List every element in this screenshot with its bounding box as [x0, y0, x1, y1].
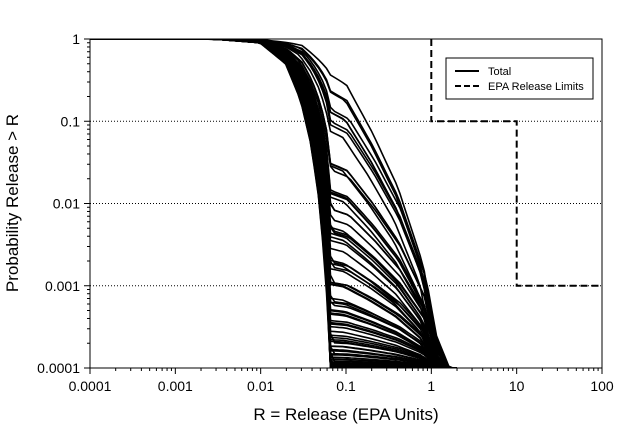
y-tick-label: 0.0001: [37, 360, 80, 376]
x-tick-label: 0.01: [247, 378, 274, 394]
legend-epa-label: EPA Release Limits: [488, 81, 584, 93]
x-tick-label: 0.1: [336, 378, 356, 394]
x-axis-label: R = Release (EPA Units): [253, 405, 438, 424]
x-tick-label: 1: [427, 378, 435, 394]
legend-total-label: Total: [488, 66, 511, 78]
y-axis-ticks: 1 0.1 0.01 0.001 0.0001: [37, 31, 90, 376]
legend: Total EPA Release Limits: [445, 57, 594, 100]
x-axis-ticks: 0.0001 0.001 0.01 0.1 1 10 100: [69, 368, 614, 394]
y-axis-label: Probability Release > R: [3, 114, 22, 292]
y-tick-label: 0.001: [45, 278, 80, 294]
x-tick-label: 0.001: [158, 378, 193, 394]
y-tick-label: 1: [72, 31, 80, 47]
x-tick-label: 10: [509, 378, 525, 394]
x-tick-label: 100: [590, 378, 614, 394]
y-tick-label: 0.01: [53, 196, 80, 212]
y-tick-label: 0.1: [61, 113, 81, 129]
epa-limit-line: [430, 39, 602, 287]
x-tick-label: 0.0001: [69, 378, 112, 394]
legend-box: [445, 57, 594, 100]
epa-limits-series: [430, 39, 602, 287]
